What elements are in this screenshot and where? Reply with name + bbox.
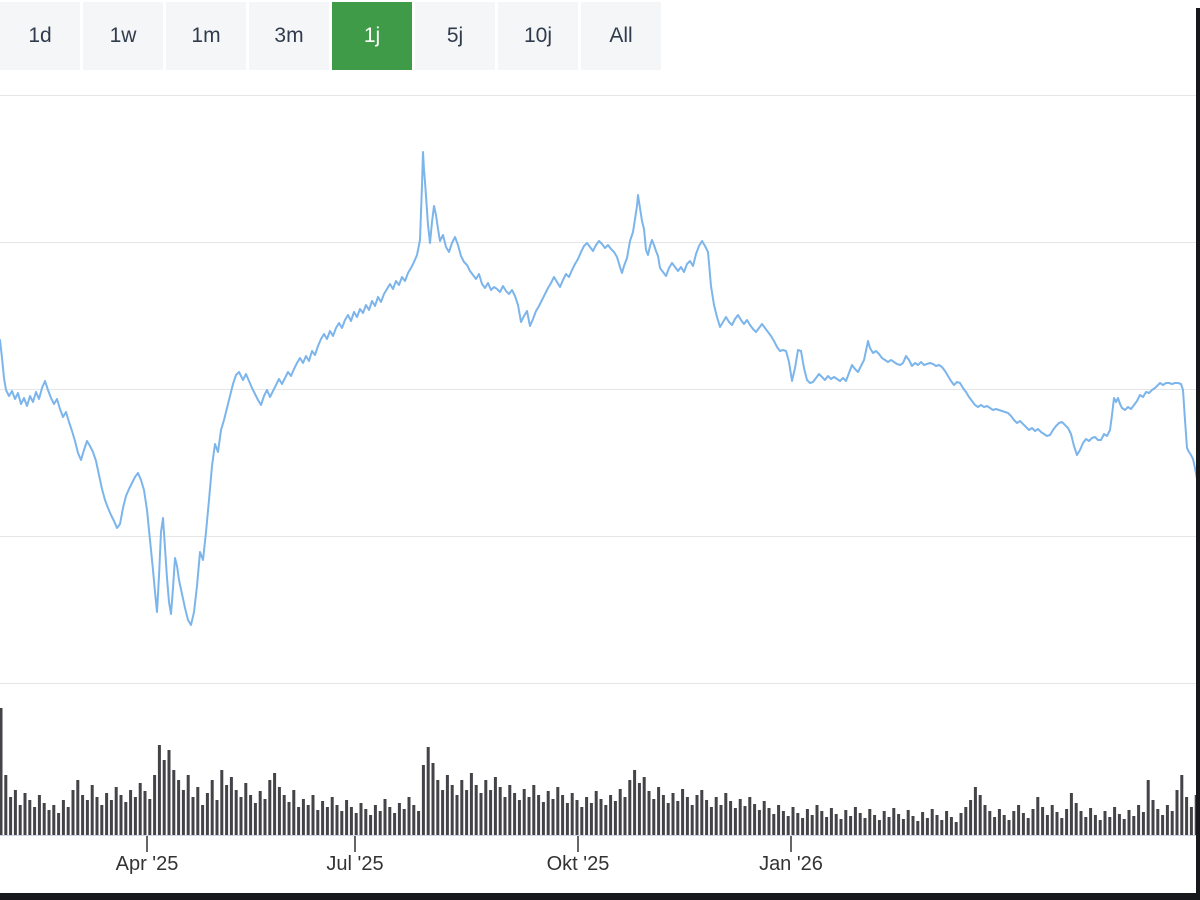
range-selector-toolbar: 1d 1w 1m 3m 1j 5j 10j All: [0, 2, 661, 70]
range-button-1j[interactable]: 1j: [332, 2, 412, 70]
range-button-5j[interactable]: 5j: [415, 2, 495, 70]
range-button-3m[interactable]: 3m: [249, 2, 329, 70]
x-axis-label: Okt '25: [546, 853, 610, 875]
frame-bottom-border: [0, 893, 1200, 900]
x-axis-label: Jul '25: [326, 853, 384, 875]
x-axis-label: Jan '26: [759, 853, 823, 875]
range-button-10j[interactable]: 10j: [498, 2, 578, 70]
x-axis-label: Apr '25: [115, 853, 179, 875]
frame-right-border: [1196, 8, 1200, 900]
range-button-1w[interactable]: 1w: [83, 2, 163, 70]
range-button-1m[interactable]: 1m: [166, 2, 246, 70]
range-button-1d[interactable]: 1d: [0, 2, 80, 70]
range-button-all[interactable]: All: [581, 2, 661, 70]
